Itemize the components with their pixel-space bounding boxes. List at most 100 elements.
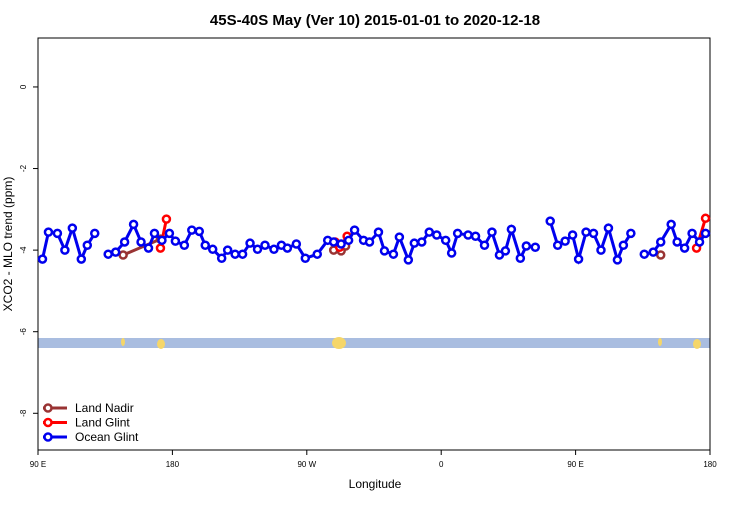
data-point: [110, 247, 121, 257]
land-blob: [658, 338, 662, 346]
x-axis-label: Longitude: [349, 477, 402, 491]
data-point: [76, 254, 87, 264]
x-tick-label: 180: [703, 460, 717, 469]
data-point: [89, 228, 100, 239]
data-point: [506, 224, 517, 235]
data-point: [626, 228, 636, 239]
data-point: [424, 227, 435, 237]
data-point: [603, 223, 614, 233]
data-point: [588, 228, 599, 239]
x-tick-label: 0: [439, 460, 444, 469]
data-point: [230, 249, 240, 259]
data-point: [336, 239, 346, 249]
legend-marker: [43, 417, 53, 428]
data-point: [700, 228, 711, 239]
data-point: [170, 236, 181, 246]
y-tick-label: -2: [19, 164, 28, 172]
data-point: [164, 228, 175, 239]
data-point: [373, 227, 384, 237]
data-point: [252, 244, 263, 255]
x-tick-label: 90 W: [297, 460, 316, 469]
data-point: [463, 230, 473, 240]
data-point: [161, 214, 172, 224]
data-point: [666, 219, 676, 230]
series-line: [122, 237, 162, 257]
x-tick-label: 180: [166, 460, 180, 469]
data-point: [655, 250, 666, 260]
legend-marker: [43, 403, 53, 413]
data-point: [149, 228, 160, 239]
data-point: [409, 238, 420, 248]
data-point: [157, 235, 167, 246]
data-point: [388, 249, 399, 259]
data-point: [494, 250, 505, 260]
data-point: [67, 223, 78, 233]
data-point: [312, 249, 323, 259]
data-point: [700, 213, 711, 224]
chart-title: 45S-40S May (Ver 10) 2015-01-01 to 2020-…: [210, 12, 540, 29]
ocean-strip: [38, 338, 710, 348]
legend-marker: [43, 432, 53, 442]
data-point: [103, 249, 113, 259]
data-point: [82, 240, 93, 250]
data-point: [207, 244, 218, 255]
data-point: [655, 237, 666, 247]
data-point: [521, 241, 532, 251]
data-point: [260, 240, 270, 250]
data-point: [128, 219, 139, 230]
data-point: [552, 240, 563, 250]
data-point: [487, 227, 497, 237]
data-point: [394, 232, 405, 242]
data-point: [222, 245, 233, 255]
data-point: [179, 240, 190, 250]
land-blob: [332, 337, 346, 349]
data-point: [187, 225, 197, 235]
data-point: [403, 255, 414, 265]
data-point: [143, 243, 154, 253]
data-point: [328, 237, 339, 247]
data-point: [52, 228, 63, 239]
y-axis-label: XCO2 - MLO trend (ppm): [1, 177, 15, 312]
data-point: [300, 253, 311, 264]
data-point: [573, 254, 584, 264]
data-point: [500, 246, 511, 256]
data-point: [639, 249, 650, 259]
data-point: [245, 238, 255, 248]
land-blob: [693, 339, 701, 349]
y-tick-label: -6: [19, 328, 28, 336]
data-point: [679, 243, 690, 253]
data-point: [431, 230, 442, 240]
plot-frame: [37, 37, 711, 451]
data-point: [560, 236, 570, 246]
data-point: [612, 255, 623, 265]
data-point: [470, 231, 481, 241]
data-point: [37, 254, 48, 264]
data-point: [118, 250, 128, 260]
data-point: [694, 237, 705, 247]
data-point: [364, 237, 375, 247]
x-tick-label: 90 E: [567, 460, 583, 469]
data-point: [60, 245, 70, 255]
data-point: [530, 242, 541, 253]
data-point: [119, 237, 130, 247]
legend-label: Ocean Glint: [75, 430, 139, 444]
data-point: [155, 243, 166, 253]
data-point: [269, 244, 279, 255]
data-point: [618, 240, 629, 250]
legend-label: Land Glint: [75, 416, 130, 430]
data-point: [379, 246, 390, 256]
data-point: [349, 225, 360, 235]
data-point: [452, 228, 463, 239]
data-point: [194, 226, 205, 237]
x-tick-label: 90 E: [30, 460, 46, 469]
data-point: [581, 227, 591, 237]
y-tick-label: -4: [19, 246, 28, 254]
legend-label: Land Nadir: [75, 401, 134, 415]
data-point: [545, 216, 555, 226]
land-blob: [121, 338, 125, 346]
data-point: [43, 227, 54, 237]
data-point: [200, 240, 211, 250]
